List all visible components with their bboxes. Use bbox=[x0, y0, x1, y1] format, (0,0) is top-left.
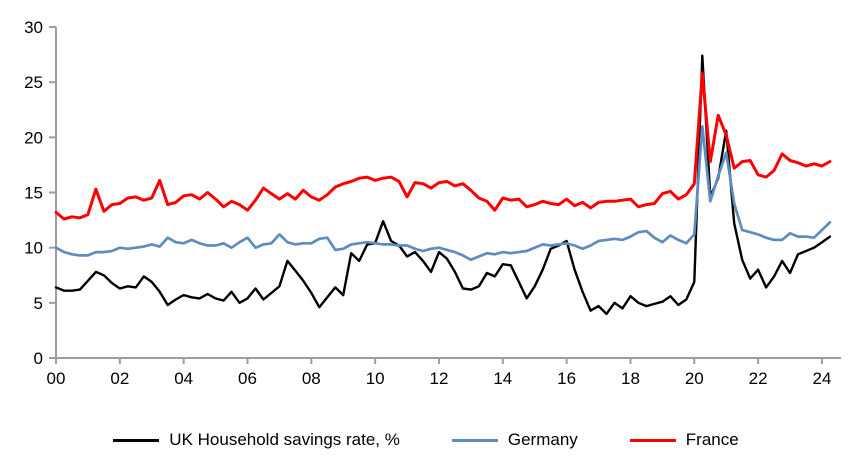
legend-label-uk: UK Household savings rate, % bbox=[169, 430, 400, 449]
x-axis-label: 10 bbox=[366, 369, 385, 388]
x-axis-label: 20 bbox=[685, 369, 704, 388]
x-axis-label: 24 bbox=[812, 369, 831, 388]
y-axis-label: 25 bbox=[24, 73, 43, 92]
y-axis-label: 10 bbox=[24, 239, 43, 258]
x-axis-label: 18 bbox=[621, 369, 640, 388]
x-axis-label: 16 bbox=[557, 369, 576, 388]
x-axis-label: 22 bbox=[749, 369, 768, 388]
x-axis-label: 08 bbox=[302, 369, 321, 388]
y-axis-label: 30 bbox=[24, 18, 43, 37]
legend-line-germany-icon bbox=[451, 438, 498, 442]
legend-item-germany: Germany bbox=[451, 430, 578, 450]
legend-item-france: France bbox=[629, 430, 739, 450]
x-axis-label: 04 bbox=[174, 369, 193, 388]
series-line-france bbox=[54, 71, 832, 221]
chart-legend: UK Household savings rate, % Germany Fra… bbox=[0, 430, 852, 450]
x-axis-label: 14 bbox=[493, 369, 512, 388]
x-axis-label: 06 bbox=[238, 369, 257, 388]
series-line-uk bbox=[54, 54, 832, 316]
legend-label-germany: Germany bbox=[507, 430, 578, 449]
x-axis-label: 12 bbox=[430, 369, 449, 388]
legend-line-france-icon bbox=[629, 438, 676, 442]
legend-item-uk: UK Household savings rate, % bbox=[113, 430, 400, 450]
chart-canvas: 30 25 20 15 10 5 000 02 04 06 08 10 12 14 16 18 20 22 24 bbox=[24, 18, 841, 388]
y-axis-label: 5 bbox=[34, 294, 43, 313]
legend-line-uk-icon bbox=[113, 438, 160, 442]
y-axis-label: 0 bbox=[34, 349, 43, 368]
x-axis-label: 02 bbox=[110, 369, 129, 388]
x-axis-label: 00 bbox=[47, 369, 66, 388]
legend-label-france: France bbox=[685, 430, 739, 449]
y-axis-label: 15 bbox=[24, 184, 43, 203]
series-line-germany bbox=[54, 124, 832, 262]
y-axis-label: 20 bbox=[24, 128, 43, 147]
